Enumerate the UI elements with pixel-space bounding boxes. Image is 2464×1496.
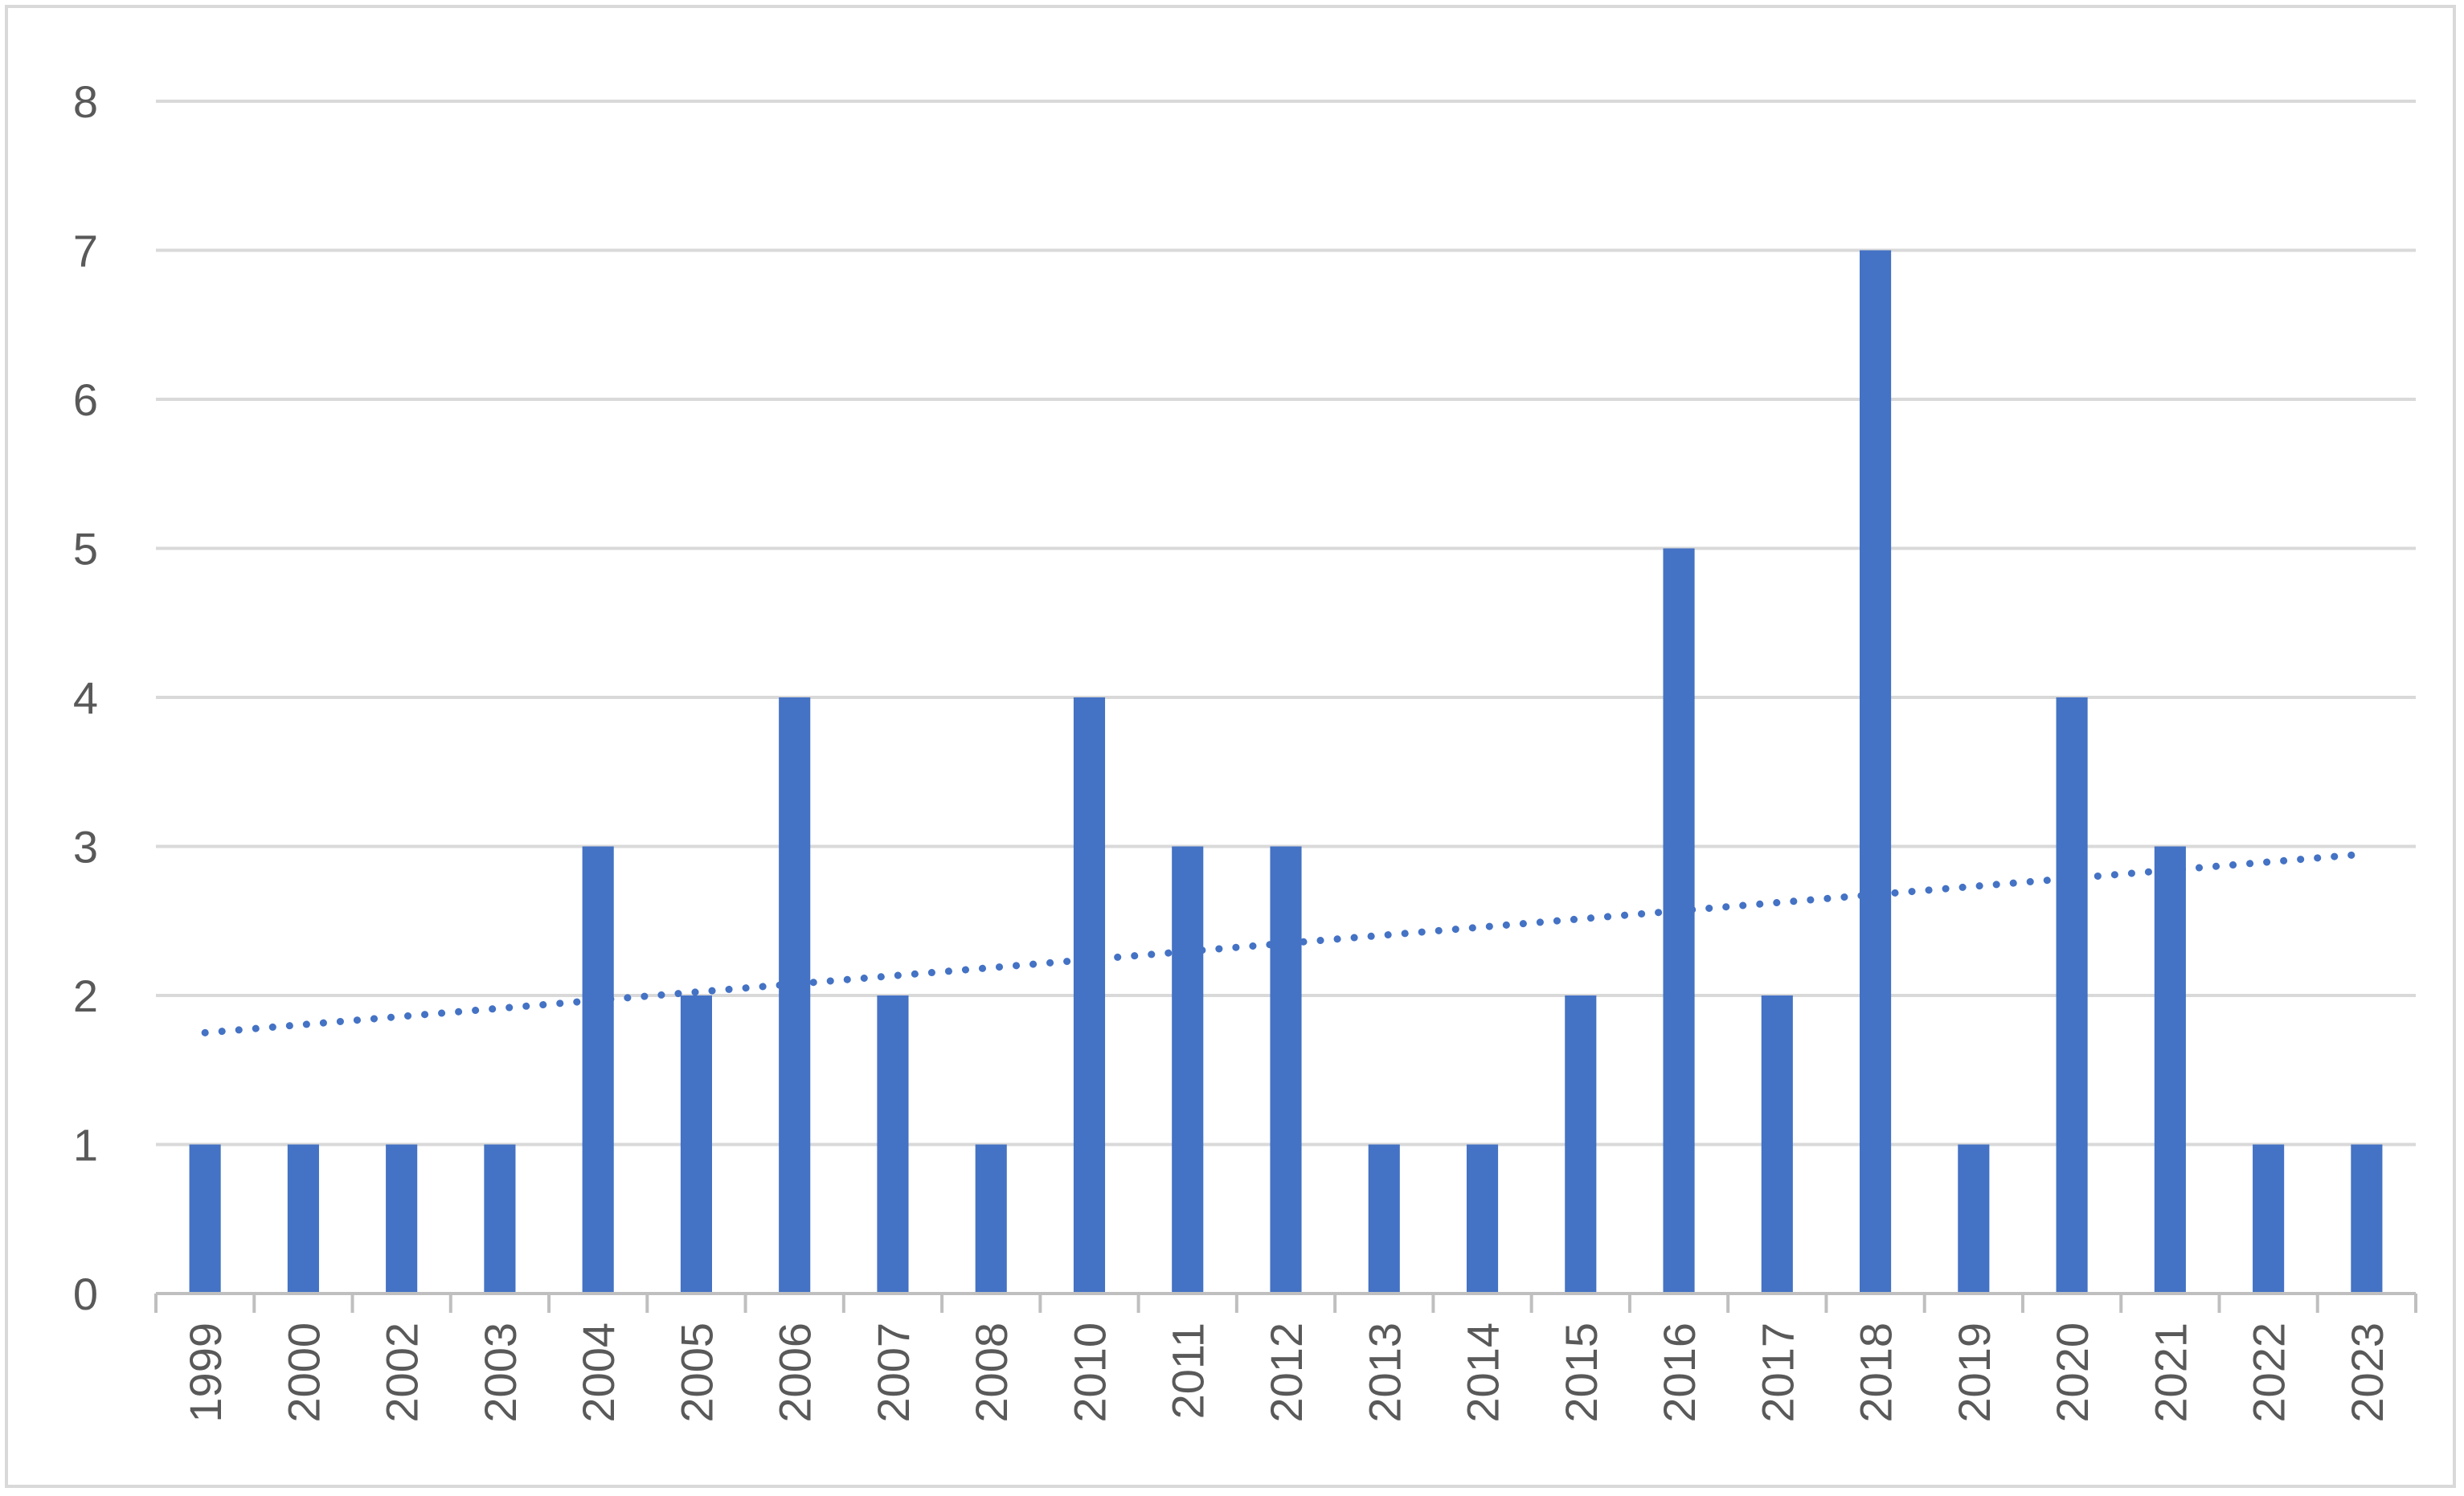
bar-2008	[975, 1144, 1007, 1294]
x-tick-label: 2010	[1064, 1322, 1115, 1423]
bar-2000	[287, 1144, 319, 1294]
y-tick-label: 6	[73, 374, 98, 425]
x-tick-label: 2006	[770, 1322, 821, 1423]
x-tick-label: 2007	[868, 1322, 919, 1423]
bar-2007	[877, 995, 909, 1294]
bar-2014	[1466, 1144, 1499, 1294]
bar-2021	[2154, 846, 2186, 1294]
bar-2011	[1172, 846, 1204, 1294]
bar-2022	[2253, 1144, 2285, 1294]
x-tick-label: 2014	[1458, 1322, 1508, 1423]
trendline-path	[201, 850, 2371, 1036]
x-tick-label: 2017	[1752, 1322, 1803, 1423]
x-tick-label: 2018	[1851, 1322, 1901, 1423]
bar-2023	[2351, 1144, 2383, 1294]
x-tick-label: 2021	[2145, 1322, 2196, 1423]
x-tick-label: 2012	[1261, 1322, 1312, 1423]
y-tick-label: 4	[73, 672, 98, 723]
bar-2016	[1663, 548, 1695, 1294]
bar-2002	[386, 1144, 418, 1294]
bar-2015	[1565, 995, 1597, 1294]
bar-2018	[1860, 250, 1892, 1294]
x-axis-tick-labels: 1999 2000 2002 2003 2004 2005 2006 2007 2008 2010…	[180, 1322, 2392, 1423]
bar-2017	[1761, 995, 1793, 1294]
x-tick-label: 2004	[573, 1322, 624, 1423]
x-tick-label: 2000	[278, 1322, 329, 1423]
bar-1999	[189, 1144, 221, 1294]
x-tick-label: 2022	[2244, 1322, 2294, 1423]
x-tick-label: 2016	[1654, 1322, 1705, 1423]
y-axis-tick-labels: 0 1 2 3 4 5 6 7 8	[73, 76, 98, 1319]
x-tick-label: 2019	[1949, 1322, 1999, 1423]
bar-2004	[582, 846, 614, 1294]
bar-2005	[680, 995, 712, 1294]
bar-2020	[2056, 697, 2088, 1294]
y-tick-label: 5	[73, 524, 98, 574]
y-tick-label: 3	[73, 822, 98, 873]
x-tick-label: 2020	[2047, 1322, 2098, 1423]
bar-2013	[1368, 1144, 1400, 1294]
bar-2010	[1073, 697, 1106, 1294]
x-tick-label: 2013	[1359, 1322, 1410, 1423]
gridlines	[156, 100, 2416, 1147]
x-tick-label: 2003	[475, 1322, 526, 1423]
x-tick-label: 2011	[1163, 1322, 1214, 1419]
y-tick-label: 1	[73, 1120, 98, 1171]
bars	[189, 250, 2383, 1294]
x-tick-label: 2002	[377, 1322, 428, 1423]
y-tick-label: 0	[73, 1269, 98, 1319]
bar-2012	[1270, 846, 1302, 1294]
trendline	[201, 850, 2371, 1036]
y-tick-label: 8	[73, 76, 98, 127]
y-tick-label: 2	[73, 971, 98, 1021]
bar-2003	[484, 1144, 516, 1294]
x-tick-label: 2023	[2342, 1322, 2392, 1423]
x-tick-label: 2008	[966, 1322, 1017, 1423]
x-axis	[154, 1292, 2417, 1313]
bar-2006	[779, 697, 811, 1294]
y-tick-label: 7	[73, 226, 98, 276]
bar-2019	[1958, 1144, 1990, 1294]
x-tick-label: 2005	[671, 1322, 722, 1423]
x-tick-label: 1999	[180, 1322, 231, 1423]
x-tick-label: 2015	[1556, 1322, 1607, 1423]
